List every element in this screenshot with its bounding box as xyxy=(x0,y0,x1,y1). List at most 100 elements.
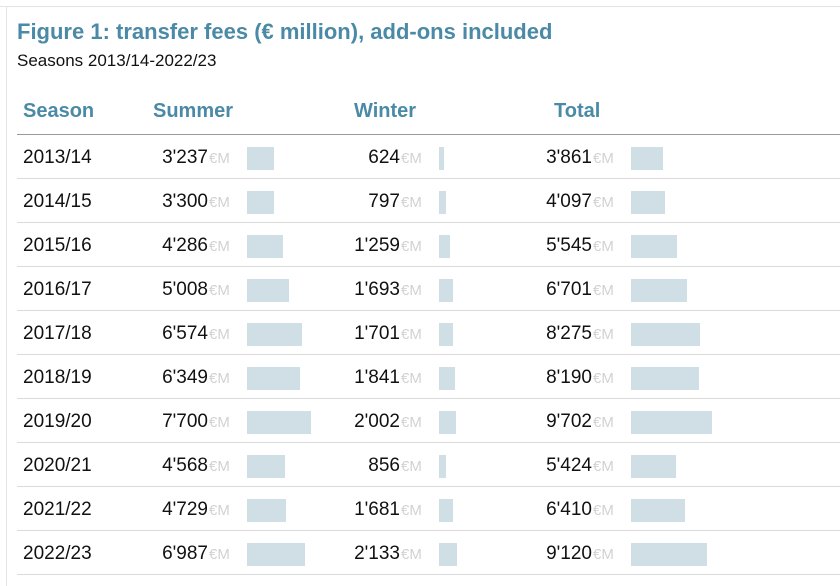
winter-value: 1'259 xyxy=(354,235,400,256)
winter-unit-label: €M xyxy=(401,502,422,519)
season-cell: 2019/20 xyxy=(23,411,92,432)
summer-value: 4'286 xyxy=(162,235,208,256)
winter-value: 1'693 xyxy=(354,279,400,300)
winter-unit-label: €M xyxy=(401,150,422,167)
total-bar xyxy=(631,499,685,522)
winter-unit-label: €M xyxy=(401,414,422,431)
total-bar xyxy=(631,367,699,390)
total-bar xyxy=(631,323,700,346)
winter-bar xyxy=(439,235,450,258)
table-row: 2013/14 3'237 €M 624 €M 3'861 €M xyxy=(17,135,840,179)
winter-value: 1'841 xyxy=(354,367,400,388)
winter-bar xyxy=(439,499,453,522)
season-cell: 2020/21 xyxy=(23,455,92,476)
total-unit-label: €M xyxy=(593,238,614,255)
total-value: 6'701 xyxy=(546,279,592,300)
winter-bar xyxy=(439,367,455,390)
season-cell: 2014/15 xyxy=(23,191,92,212)
winter-unit-label: €M xyxy=(401,194,422,211)
season-cell: 2015/16 xyxy=(23,235,92,256)
table-row: 2017/18 6'574 €M 1'701 €M 8'275 €M xyxy=(17,311,840,355)
table-row: 2015/16 4'286 €M 1'259 €M 5'545 €M xyxy=(17,223,840,267)
header-divider xyxy=(17,134,840,135)
summer-unit-label: €M xyxy=(209,370,230,387)
total-value: 8'275 xyxy=(546,323,592,344)
summer-unit-label: €M xyxy=(209,414,230,431)
table-row: 2021/22 4'729 €M 1'681 €M 6'410 €M xyxy=(17,487,840,531)
summer-bar xyxy=(247,411,311,434)
summer-unit-label: €M xyxy=(209,458,230,475)
total-bar xyxy=(631,543,707,566)
row-divider xyxy=(17,442,840,443)
winter-unit-label: €M xyxy=(401,238,422,255)
summer-unit-label: €M xyxy=(209,150,230,167)
total-unit-label: €M xyxy=(593,150,614,167)
total-unit-label: €M xyxy=(593,458,614,475)
total-bar xyxy=(631,411,712,434)
summer-unit-label: €M xyxy=(209,238,230,255)
summer-bar xyxy=(247,543,305,566)
total-value: 5'545 xyxy=(546,235,592,256)
summer-bar xyxy=(247,147,274,170)
winter-unit-label: €M xyxy=(401,326,422,343)
summer-bar xyxy=(247,279,289,302)
row-divider xyxy=(17,178,840,179)
summer-bar xyxy=(247,367,300,390)
winter-unit-label: €M xyxy=(401,370,422,387)
summer-value: 5'008 xyxy=(162,279,208,300)
winter-value: 797 xyxy=(368,191,400,212)
summer-bar xyxy=(247,455,285,478)
total-value: 9'702 xyxy=(546,411,592,432)
row-divider xyxy=(17,266,840,267)
table-row: 2018/19 6'349 €M 1'841 €M 8'190 €M xyxy=(17,355,840,399)
row-divider xyxy=(17,574,840,575)
winter-bar xyxy=(439,191,446,214)
winter-bar xyxy=(439,147,444,170)
winter-value: 856 xyxy=(368,455,400,476)
winter-bar xyxy=(439,543,457,566)
total-unit-label: €M xyxy=(593,370,614,387)
summer-bar xyxy=(247,499,286,522)
summer-unit-label: €M xyxy=(209,502,230,519)
winter-bar xyxy=(439,455,446,478)
season-cell: 2013/14 xyxy=(23,147,92,168)
season-cell: 2021/22 xyxy=(23,499,92,520)
winter-value: 2'002 xyxy=(354,411,400,432)
column-header-total: Total xyxy=(554,100,601,122)
winter-value: 1'681 xyxy=(354,499,400,520)
figure-frame-top xyxy=(0,6,840,7)
season-cell: 2018/19 xyxy=(23,367,92,388)
winter-bar xyxy=(439,411,456,434)
row-divider xyxy=(17,310,840,311)
summer-value: 6'574 xyxy=(162,323,208,344)
row-divider xyxy=(17,398,840,399)
figure-frame-left xyxy=(6,6,7,586)
winter-value: 2'133 xyxy=(354,543,400,564)
winter-bar xyxy=(439,323,453,346)
total-value: 6'410 xyxy=(546,499,592,520)
total-value: 9'120 xyxy=(546,543,592,564)
column-header-summer: Summer xyxy=(153,100,234,122)
total-unit-label: €M xyxy=(593,326,614,343)
table-row: 2020/21 4'568 €M 856 €M 5'424 €M xyxy=(17,443,840,487)
total-unit-label: €M xyxy=(593,414,614,431)
total-bar xyxy=(631,191,665,214)
total-bar xyxy=(631,235,677,258)
summer-value: 3'300 xyxy=(162,191,208,212)
total-value: 3'861 xyxy=(546,147,592,168)
summer-unit-label: €M xyxy=(209,326,230,343)
total-value: 5'424 xyxy=(546,455,592,476)
summer-value: 4'729 xyxy=(162,499,208,520)
chart-subtitle: Seasons 2013/14-2022/23 xyxy=(17,51,217,70)
summer-value: 3'237 xyxy=(162,147,208,168)
summer-bar xyxy=(247,191,274,214)
chart-title: Figure 1: transfer fees (€ million), add… xyxy=(17,19,553,44)
summer-bar xyxy=(247,323,302,346)
winter-unit-label: €M xyxy=(401,458,422,475)
total-unit-label: €M xyxy=(593,502,614,519)
summer-value: 7'700 xyxy=(162,411,208,432)
winter-bar xyxy=(439,279,453,302)
total-unit-label: €M xyxy=(593,546,614,563)
summer-bar xyxy=(247,235,283,258)
row-divider xyxy=(17,354,840,355)
